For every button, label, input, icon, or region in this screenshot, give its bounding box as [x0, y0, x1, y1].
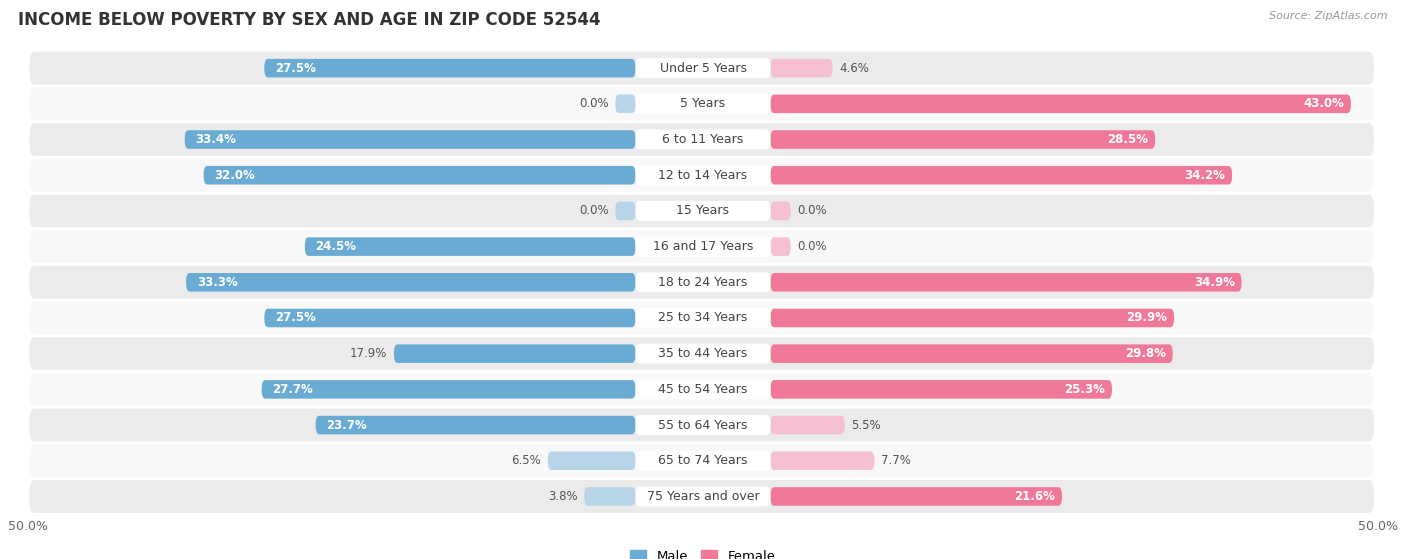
FancyBboxPatch shape: [636, 308, 770, 328]
FancyBboxPatch shape: [770, 487, 1062, 506]
FancyBboxPatch shape: [186, 273, 636, 292]
FancyBboxPatch shape: [770, 202, 790, 220]
Text: 5.5%: 5.5%: [852, 419, 882, 432]
Text: 25.3%: 25.3%: [1064, 383, 1105, 396]
Text: 75 Years and over: 75 Years and over: [647, 490, 759, 503]
Legend: Male, Female: Male, Female: [626, 544, 780, 559]
FancyBboxPatch shape: [770, 344, 1173, 363]
FancyBboxPatch shape: [770, 166, 1232, 184]
FancyBboxPatch shape: [30, 373, 1374, 406]
Text: Under 5 Years: Under 5 Years: [659, 61, 747, 75]
Text: 7.7%: 7.7%: [882, 454, 911, 467]
Text: 33.3%: 33.3%: [197, 276, 238, 289]
FancyBboxPatch shape: [770, 238, 790, 256]
Text: 0.0%: 0.0%: [797, 240, 827, 253]
Text: 27.5%: 27.5%: [276, 61, 316, 75]
FancyBboxPatch shape: [30, 337, 1374, 370]
FancyBboxPatch shape: [770, 130, 1156, 149]
FancyBboxPatch shape: [305, 238, 636, 256]
FancyBboxPatch shape: [585, 487, 636, 506]
Text: 35 to 44 Years: 35 to 44 Years: [658, 347, 748, 360]
FancyBboxPatch shape: [636, 272, 770, 292]
FancyBboxPatch shape: [636, 344, 770, 364]
Text: 4.6%: 4.6%: [839, 61, 869, 75]
FancyBboxPatch shape: [30, 87, 1374, 120]
FancyBboxPatch shape: [204, 166, 636, 184]
FancyBboxPatch shape: [30, 52, 1374, 84]
Text: 16 and 17 Years: 16 and 17 Years: [652, 240, 754, 253]
Text: 32.0%: 32.0%: [214, 169, 254, 182]
FancyBboxPatch shape: [30, 195, 1374, 228]
Text: 43.0%: 43.0%: [1303, 97, 1344, 110]
FancyBboxPatch shape: [30, 230, 1374, 263]
FancyBboxPatch shape: [30, 266, 1374, 299]
FancyBboxPatch shape: [636, 130, 770, 149]
Text: 0.0%: 0.0%: [797, 205, 827, 217]
Text: 55 to 64 Years: 55 to 64 Years: [658, 419, 748, 432]
Text: 0.0%: 0.0%: [579, 97, 609, 110]
Text: 17.9%: 17.9%: [350, 347, 387, 360]
Text: 0.0%: 0.0%: [579, 205, 609, 217]
FancyBboxPatch shape: [616, 202, 636, 220]
Text: 3.8%: 3.8%: [548, 490, 578, 503]
Text: 6.5%: 6.5%: [512, 454, 541, 467]
FancyBboxPatch shape: [770, 59, 832, 78]
FancyBboxPatch shape: [616, 94, 636, 113]
FancyBboxPatch shape: [770, 380, 1112, 399]
FancyBboxPatch shape: [315, 416, 636, 434]
Text: 25 to 34 Years: 25 to 34 Years: [658, 311, 748, 324]
FancyBboxPatch shape: [30, 123, 1374, 156]
FancyBboxPatch shape: [636, 486, 770, 506]
FancyBboxPatch shape: [30, 301, 1374, 334]
FancyBboxPatch shape: [770, 94, 1351, 113]
Text: 27.5%: 27.5%: [276, 311, 316, 324]
FancyBboxPatch shape: [770, 273, 1241, 292]
FancyBboxPatch shape: [30, 444, 1374, 477]
FancyBboxPatch shape: [636, 201, 770, 221]
Text: INCOME BELOW POVERTY BY SEX AND AGE IN ZIP CODE 52544: INCOME BELOW POVERTY BY SEX AND AGE IN Z…: [18, 11, 600, 29]
Text: 21.6%: 21.6%: [1014, 490, 1056, 503]
FancyBboxPatch shape: [636, 451, 770, 471]
FancyBboxPatch shape: [636, 165, 770, 185]
Text: 29.9%: 29.9%: [1126, 311, 1167, 324]
Text: 18 to 24 Years: 18 to 24 Years: [658, 276, 748, 289]
Text: 6 to 11 Years: 6 to 11 Years: [662, 133, 744, 146]
Text: 23.7%: 23.7%: [326, 419, 367, 432]
FancyBboxPatch shape: [184, 130, 636, 149]
Text: 65 to 74 Years: 65 to 74 Years: [658, 454, 748, 467]
Text: 27.7%: 27.7%: [273, 383, 314, 396]
FancyBboxPatch shape: [264, 59, 636, 78]
FancyBboxPatch shape: [262, 380, 636, 399]
Text: 15 Years: 15 Years: [676, 205, 730, 217]
FancyBboxPatch shape: [548, 452, 636, 470]
Text: 34.2%: 34.2%: [1184, 169, 1226, 182]
Text: 33.4%: 33.4%: [195, 133, 236, 146]
FancyBboxPatch shape: [636, 380, 770, 399]
Text: 28.5%: 28.5%: [1108, 133, 1149, 146]
FancyBboxPatch shape: [636, 58, 770, 78]
Text: Source: ZipAtlas.com: Source: ZipAtlas.com: [1270, 11, 1388, 21]
FancyBboxPatch shape: [770, 416, 845, 434]
FancyBboxPatch shape: [770, 452, 875, 470]
Text: 29.8%: 29.8%: [1125, 347, 1166, 360]
FancyBboxPatch shape: [264, 309, 636, 327]
Text: 5 Years: 5 Years: [681, 97, 725, 110]
FancyBboxPatch shape: [770, 309, 1174, 327]
FancyBboxPatch shape: [636, 415, 770, 435]
Text: 45 to 54 Years: 45 to 54 Years: [658, 383, 748, 396]
FancyBboxPatch shape: [394, 344, 636, 363]
Text: 24.5%: 24.5%: [315, 240, 357, 253]
FancyBboxPatch shape: [30, 159, 1374, 192]
FancyBboxPatch shape: [30, 480, 1374, 513]
FancyBboxPatch shape: [636, 94, 770, 114]
Text: 12 to 14 Years: 12 to 14 Years: [658, 169, 748, 182]
FancyBboxPatch shape: [30, 409, 1374, 442]
Text: 34.9%: 34.9%: [1194, 276, 1234, 289]
FancyBboxPatch shape: [636, 236, 770, 257]
